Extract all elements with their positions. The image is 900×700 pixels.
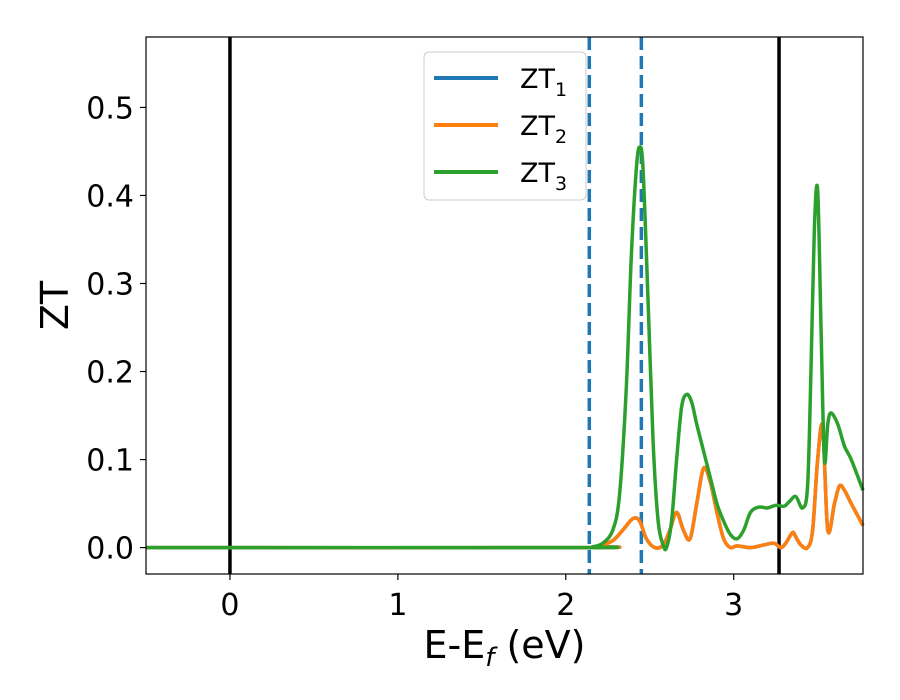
x-tick-label: 2 (556, 588, 575, 623)
series-line-3 (145, 145, 865, 552)
y-tick-label: 0.4 (86, 179, 134, 214)
y-tick-label: 0.5 (86, 91, 134, 126)
legend-label-3: ZT3 (520, 158, 567, 195)
x-axis: 0 1 2 3 (220, 574, 743, 623)
x-axis-label-unit: (eV) (494, 623, 585, 667)
legend-box (423, 51, 587, 201)
y-tick-label: 0.2 (86, 356, 134, 391)
x-tick-label: 1 (388, 588, 407, 623)
series-line-2 (145, 422, 865, 551)
y-tick-label: 0.1 (86, 444, 134, 479)
y-axis-label: ZT (33, 280, 77, 330)
plot-frame (145, 36, 864, 575)
series-lines (145, 145, 865, 552)
x-tick-label: 0 (220, 588, 239, 623)
y-axis: 0.0 0.1 0.2 0.3 0.4 0.5 (86, 91, 146, 567)
reference-lines (228, 37, 781, 574)
x-axis-label: E-Ef (eV) (424, 623, 586, 673)
legend-label-2: ZT2 (520, 111, 567, 148)
x-tick-label: 3 (724, 588, 743, 623)
series-line-1 (145, 422, 865, 551)
y-tick-label: 0.0 (86, 532, 134, 567)
x-axis-label-main: E-E (424, 623, 486, 667)
legend-label-1: ZT1 (520, 64, 567, 101)
y-tick-label: 0.3 (86, 267, 134, 302)
legend: ZT1 ZT2 ZT3 (423, 51, 587, 201)
